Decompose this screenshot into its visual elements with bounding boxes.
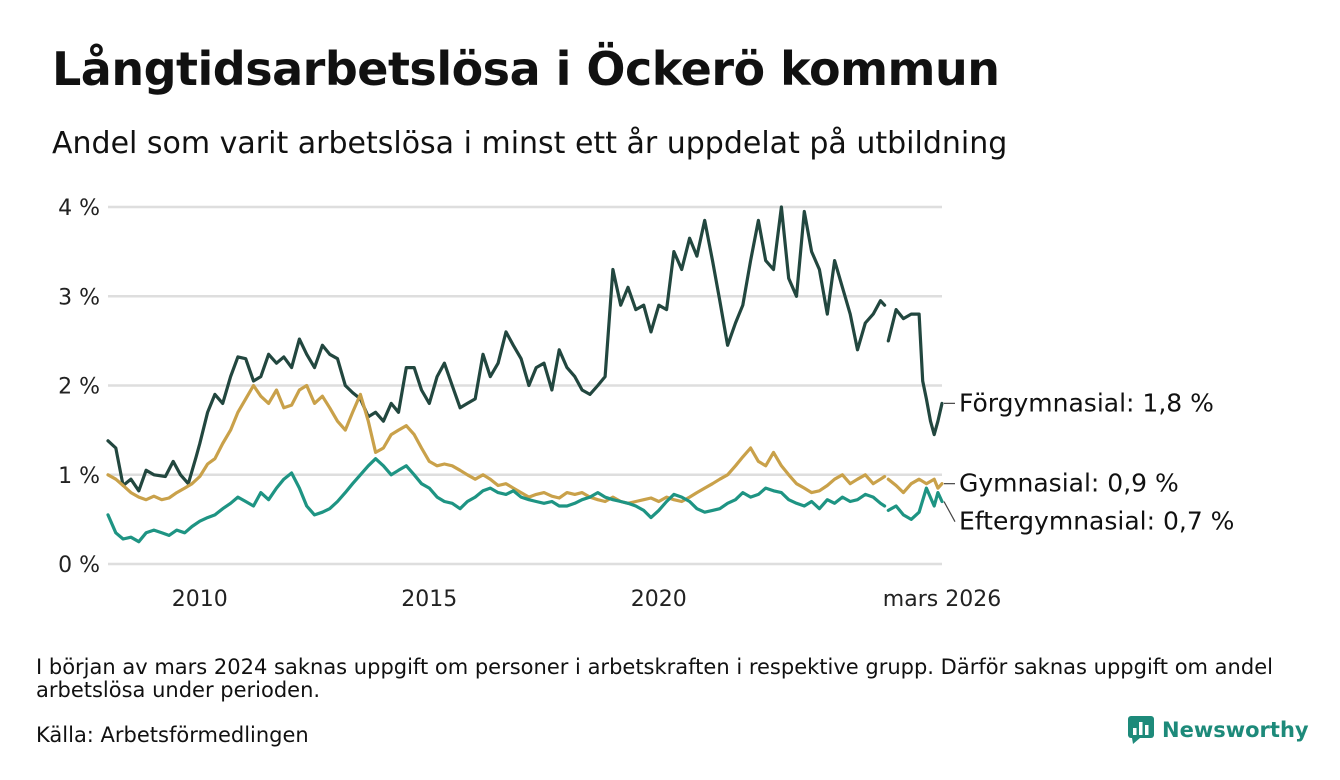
footnote: I början av mars 2024 saknas uppgift om … bbox=[36, 655, 1273, 702]
brand-name: Newsworthy bbox=[1162, 718, 1309, 742]
series-lines bbox=[106, 205, 944, 544]
brand-logo: Newsworthy bbox=[1128, 716, 1309, 744]
source-credit: Källa: Arbetsförmedlingen bbox=[36, 723, 309, 747]
end-label-connector bbox=[943, 501, 956, 522]
y-tick-label: 4 % bbox=[58, 196, 100, 221]
y-tick-label: 2 % bbox=[58, 375, 100, 400]
x-tick-label: 2020 bbox=[631, 587, 687, 612]
x-tick-label: 2010 bbox=[172, 587, 228, 612]
x-tick-label: mars 2026 bbox=[883, 587, 1001, 612]
x-axis-ticks: 2010 2015 2020 mars 2026 bbox=[172, 587, 1001, 612]
y-tick-label: 1 % bbox=[58, 464, 100, 489]
series-line-förgymnasial bbox=[106, 205, 944, 493]
y-axis-ticks: 0 % 1 % 2 % 3 % 4 % bbox=[58, 196, 100, 578]
end-label-förgymnasial: Förgymnasial: 1,8 % bbox=[959, 388, 1214, 417]
x-tick-label: 2015 bbox=[401, 587, 457, 612]
chart-title: Långtidsarbetslösa i Öckerö kommun bbox=[52, 42, 1000, 96]
bar-chart-speech-icon bbox=[1128, 716, 1154, 744]
y-tick-label: 3 % bbox=[58, 285, 100, 310]
series-line-eftergymnasial bbox=[106, 457, 944, 544]
end-label-gymnasial: Gymnasial: 0,9 % bbox=[959, 469, 1179, 498]
chart-subtitle: Andel som varit arbetslösa i minst ett å… bbox=[52, 126, 1008, 161]
series-line-gymnasial bbox=[106, 383, 944, 505]
end-labels: Förgymnasial: 1,8 % Gymnasial: 0,9 % Efter… bbox=[943, 388, 1234, 536]
y-tick-label: 0 % bbox=[58, 553, 100, 578]
grid-lines bbox=[108, 205, 942, 566]
line-chart: 0 % 1 % 2 % 3 % 4 % 2010 2015 2020 mars 2026 Fö… bbox=[58, 196, 1234, 612]
end-label-eftergymnasial: Eftergymnasial: 0,7 % bbox=[959, 507, 1234, 536]
